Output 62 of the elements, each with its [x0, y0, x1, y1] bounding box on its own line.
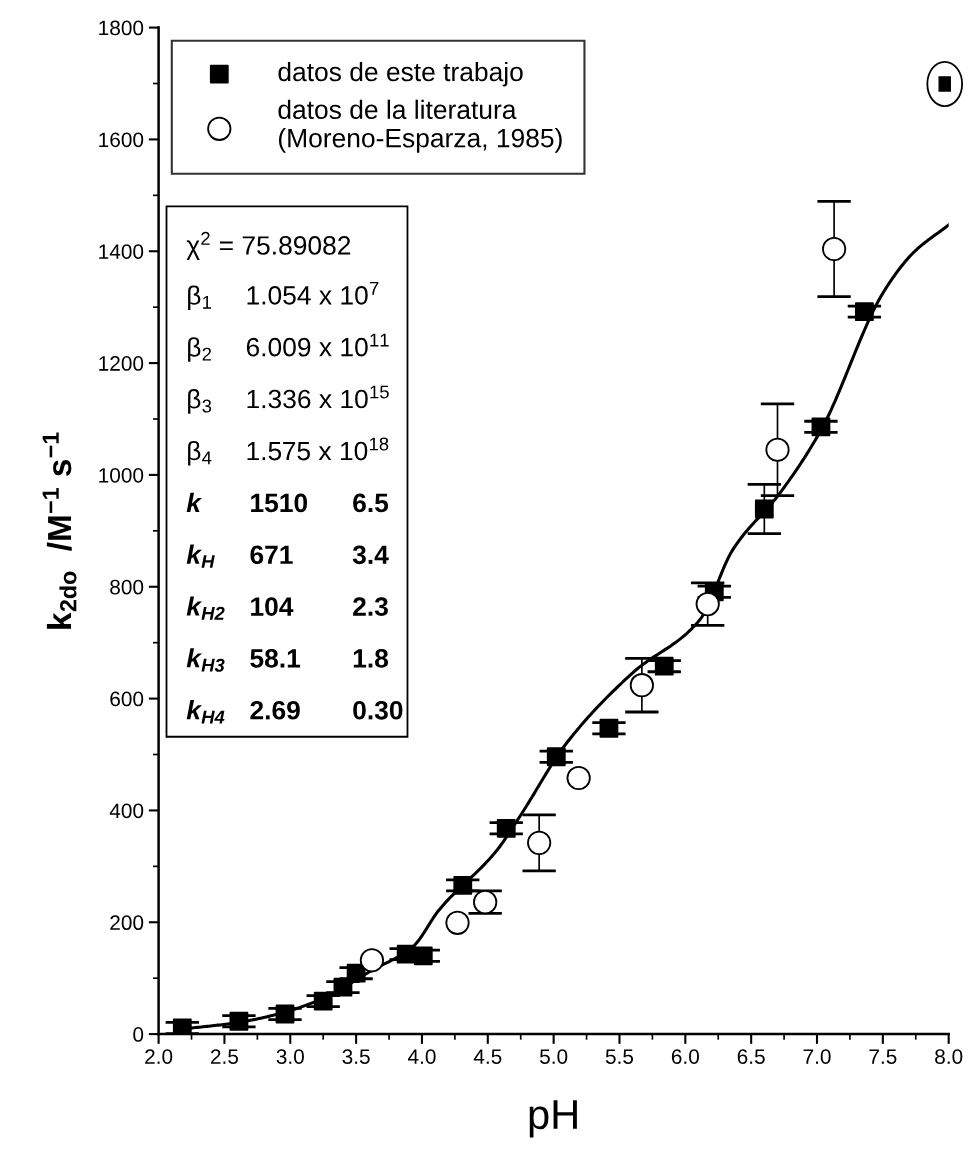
text: k$_{H2}$ 104 2.3: [186, 596, 388, 620]
point: [453, 875, 473, 895]
y-tick-label: 1600: [99, 132, 144, 148]
text: β$_{3}$ 1.336 x 10$^{15}$: [188, 385, 389, 414]
point: [654, 656, 674, 676]
point: [333, 977, 353, 997]
point: [527, 830, 552, 855]
text: k$_{H4}$ 2.69 0.30: [186, 700, 403, 724]
text: k 1510 6.5: [186, 492, 389, 513]
point: [396, 944, 416, 964]
point: [629, 673, 654, 698]
point: [854, 302, 874, 322]
y-tick-label: 1000: [99, 467, 144, 483]
annotation: χ$^{2}$ = 75.89082: [186, 231, 351, 260]
point: [566, 765, 591, 791]
x-tick-label: 7.5: [869, 1049, 897, 1064]
x-tick-label: 2.5: [211, 1049, 239, 1064]
x-tick-label: 3.0: [276, 1049, 304, 1064]
point: [811, 417, 831, 437]
x-tick-label: 4.0: [407, 1049, 436, 1064]
text: β$_{1}$ 1.054 x 10$^{7}$: [188, 281, 379, 311]
point: [546, 747, 566, 767]
x-tick-label: 2.0: [145, 1049, 173, 1064]
point: [229, 1011, 249, 1031]
point: [822, 236, 847, 262]
x-tick-label: 7.0: [803, 1049, 831, 1064]
y-tick-label: 1400: [99, 244, 144, 259]
x-tick-label: 6.0: [671, 1049, 699, 1064]
x-tick-label: 4.5: [473, 1049, 502, 1064]
x-tick-label: 5.5: [605, 1049, 634, 1064]
text: β$_{4}$ 1.575 x 10$^{18}$: [188, 437, 389, 466]
y-tick-label: 400: [109, 803, 144, 819]
y-tick-label: 1200: [99, 356, 144, 371]
point: [496, 818, 516, 838]
text: k$_{H}$ 671 3.4: [186, 544, 389, 568]
point: [754, 499, 774, 519]
x-tick-label: 3.5: [342, 1049, 370, 1064]
point: [445, 910, 470, 935]
x-tick-label: 5.0: [539, 1049, 568, 1064]
y-tick-label: 1800: [99, 20, 144, 36]
x-tick-label: 8.0: [935, 1049, 963, 1064]
legend-label: datos de este trabajo: [278, 61, 523, 87]
legend-label: datos de la literatura (Moreno-Esparza, 1985): [278, 99, 562, 153]
y-tick-label: 200: [110, 915, 144, 931]
point: [346, 963, 366, 983]
y-tick-label: 800: [110, 579, 144, 595]
point: [413, 946, 433, 966]
text: β$_{2}$ 6.009 x 10$^{11}$: [188, 333, 389, 362]
point: [765, 437, 790, 462]
point: [313, 991, 333, 1011]
point: [359, 948, 385, 973]
point: [599, 718, 619, 738]
text: k$_{H3}$ 58.1 1.8: [186, 648, 389, 672]
y-tick-label: 600: [110, 691, 144, 707]
x-axis-title: pH: [529, 1100, 577, 1138]
point: [275, 1004, 295, 1024]
y-tick-label: 0: [133, 1027, 144, 1042]
point: [473, 890, 498, 915]
point: [695, 591, 720, 617]
point: [172, 1018, 192, 1035]
x-tick-label: 6.5: [737, 1049, 765, 1064]
y-axis-title: k$_{2do}$ /M$^{−1}$ s$^{−1}$: [42, 432, 77, 629]
